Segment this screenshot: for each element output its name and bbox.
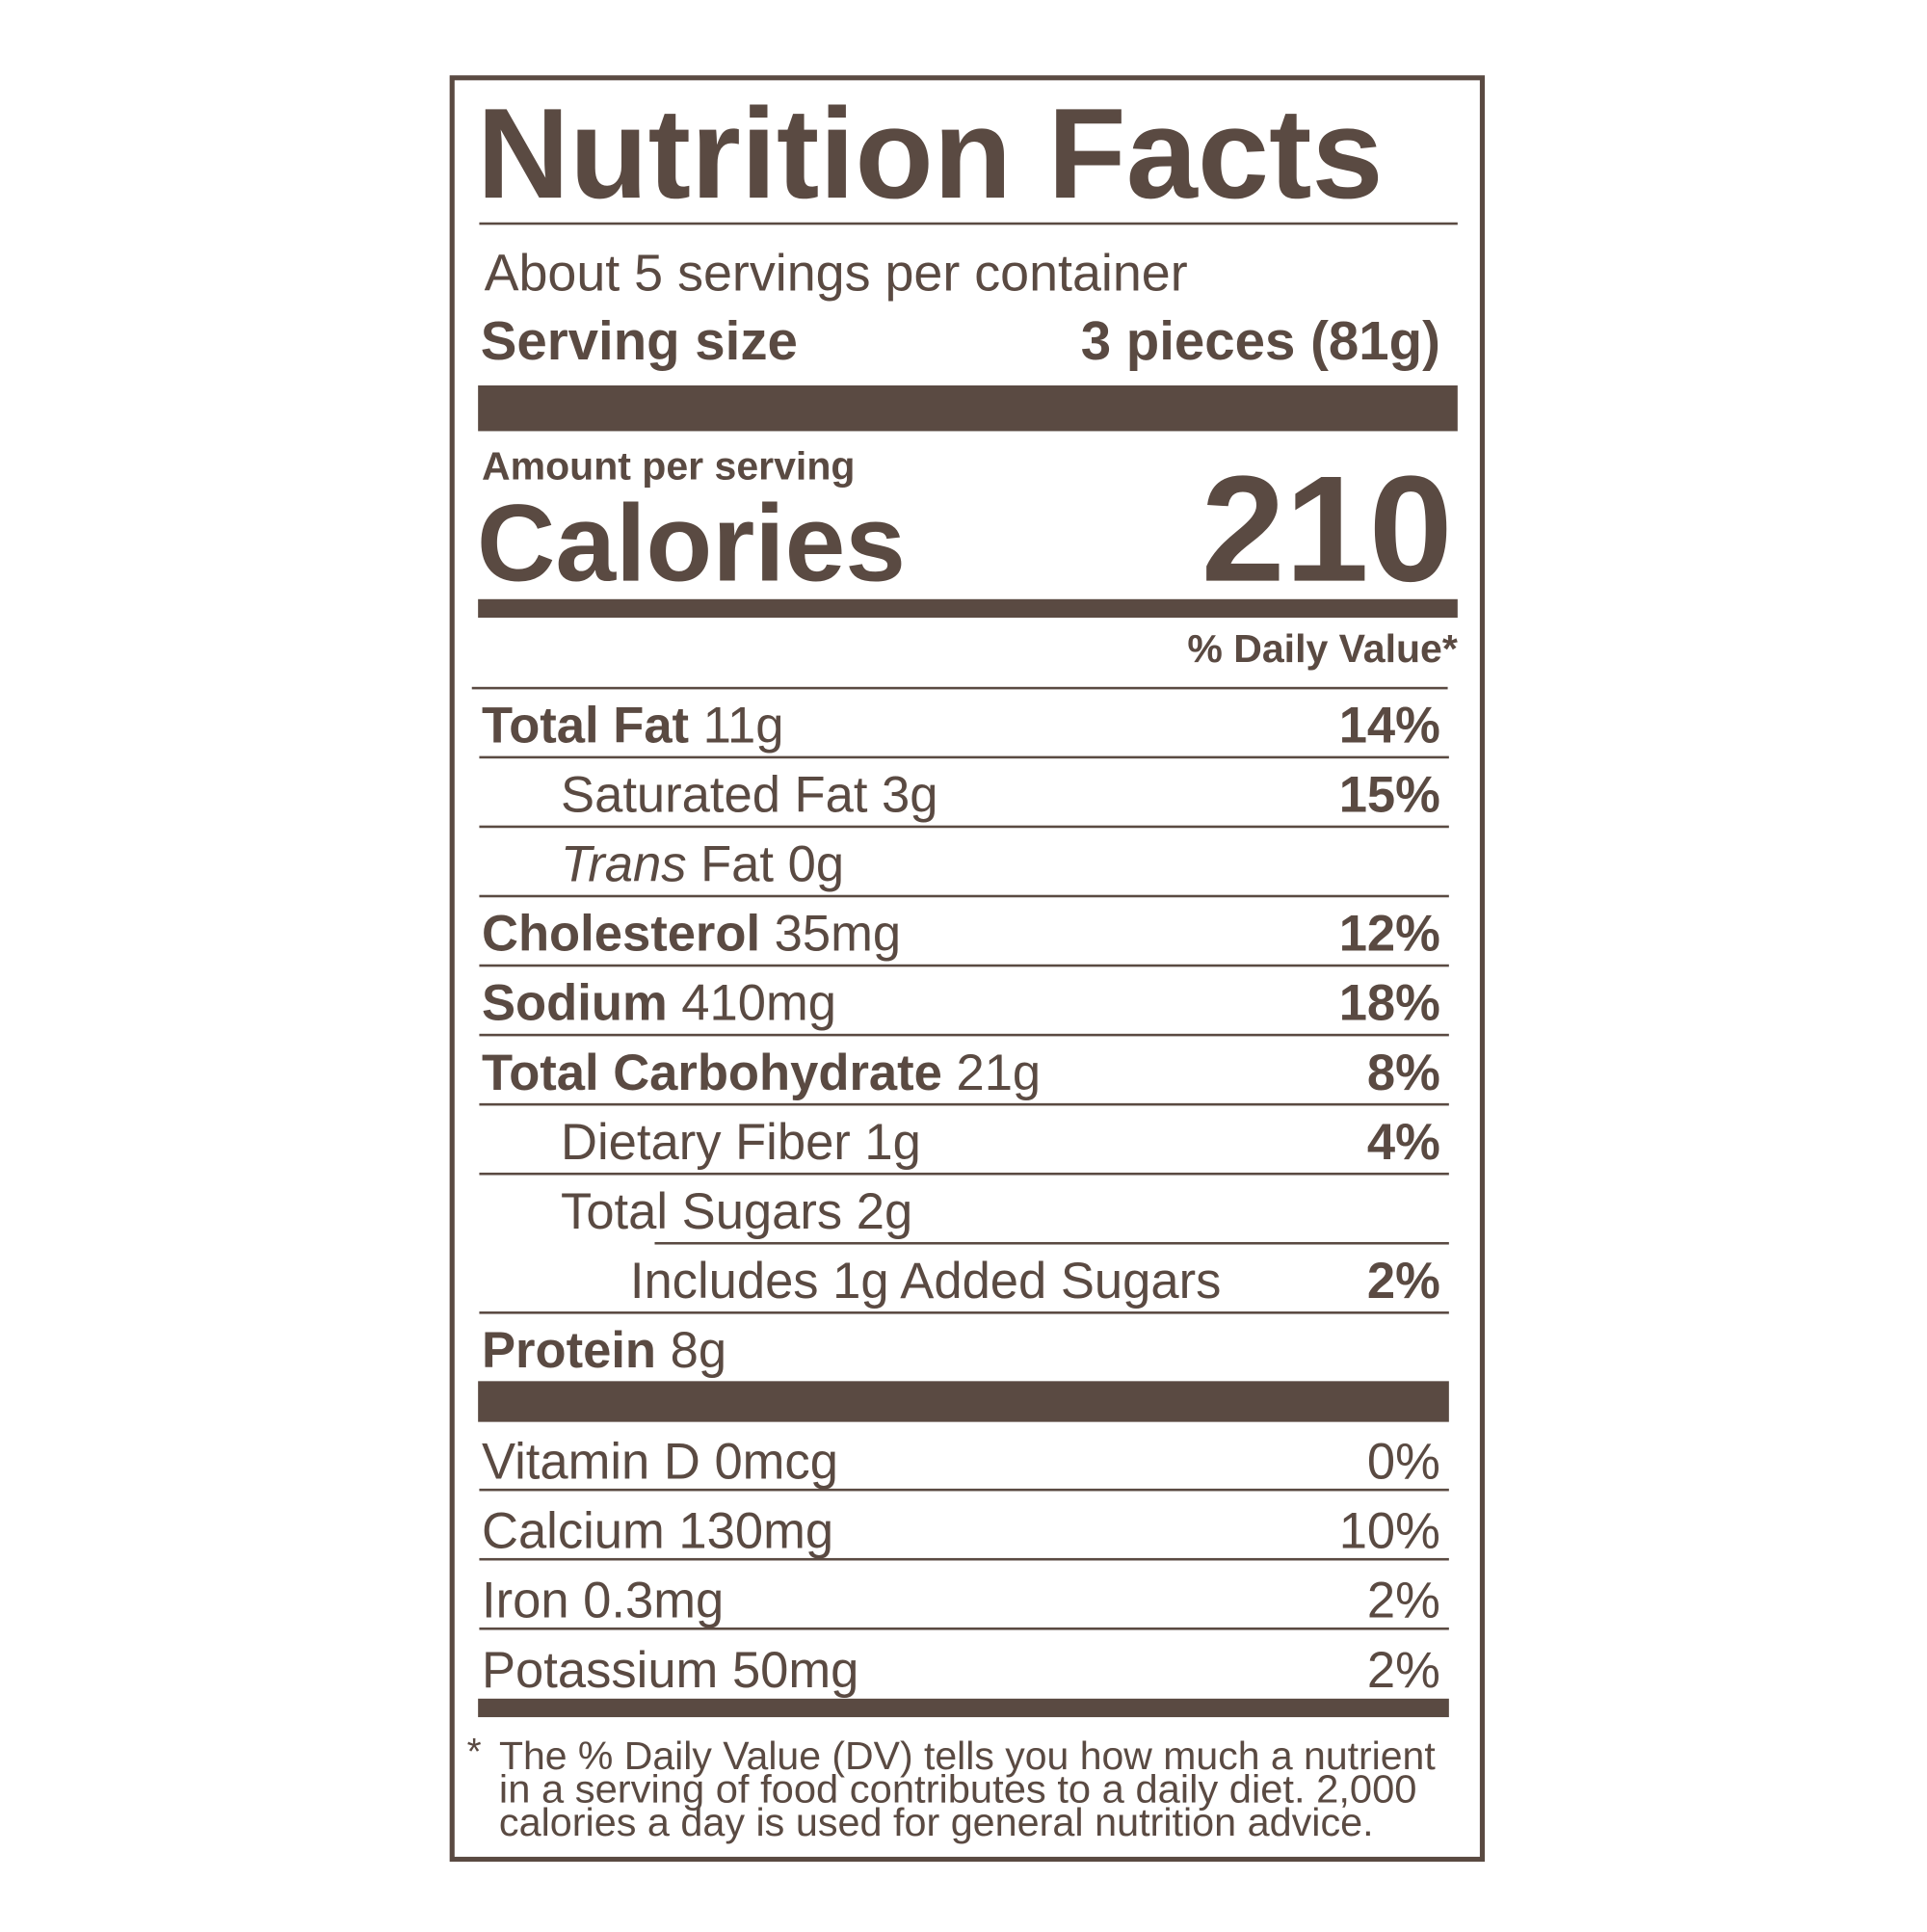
nutrient-name: Dietary Fiber [561,1114,851,1171]
thick-bar [478,385,1458,432]
servings-per-container: About 5 servings per container [485,244,1188,302]
nutrient-amount: 21g [956,1045,1041,1101]
medium-bar [478,598,1458,619]
vitamin-dv: 10% [1339,1503,1440,1560]
rule [479,222,1458,225]
nutrient-amount: 35mg [775,906,901,963]
nutrient-name: Sodium [482,975,668,1032]
nutrient-row-text: Dietary Fiber 1g [561,1114,921,1171]
nutrient-row-text: Sodium 410mg [482,975,836,1032]
thick-bar [478,1381,1449,1422]
footnote-line: in a serving of food contributes to a da… [499,1767,1417,1812]
nutrient-row-text: Includes 1g Added Sugars [630,1253,1221,1310]
rule [479,894,1449,898]
nutrient-amount: 1g [864,1114,920,1171]
vitamin-name: Potassium [482,1642,718,1699]
nutrient-name: Total Carbohydrate [482,1045,942,1101]
nutrient-amount: 3g [882,767,937,824]
vitamin-name: Calcium [482,1503,665,1560]
nutrient-amount: 2g [857,1183,912,1240]
nutrient-name: Total Fat [482,698,689,754]
nutrient-row-text: Total Sugars 2g [561,1183,912,1240]
vitamin-row-text: Potassium 50mg [482,1642,858,1699]
rule [479,1311,1449,1314]
nutrient-dv: 12% [1339,906,1440,963]
vitamin-row-text: Calcium 130mg [482,1503,833,1560]
nutrient-row-text: Total Carbohydrate 21g [482,1045,1041,1101]
nutrient-dv: 4% [1367,1114,1440,1171]
calories-label: Calories [477,483,906,604]
vitamin-row-text: Vitamin D 0mcg [482,1434,838,1491]
rule [479,1557,1449,1561]
nutrient-name: Cholesterol [482,906,760,963]
nutrient-name: Protein [482,1322,656,1379]
footnote-line: calories a day is used for general nutri… [499,1800,1374,1844]
rule [479,755,1449,759]
serving-size-value: 3 pieces (81g) [1081,310,1440,371]
nutrient-amount: 410mg [681,975,836,1032]
nutrient-dv: 8% [1367,1045,1440,1101]
nutrient-amount: 0g [788,836,844,893]
nutrient-amount: 8g [671,1322,726,1379]
nutrient-row-text: Trans Fat 0g [561,836,844,893]
nutrient-name: Includes 1g Added Sugars [630,1253,1221,1310]
footnote-marker: * [467,1732,482,1773]
serving-size-label: Serving size [481,310,798,371]
vitamin-amount: 50mg [732,1642,858,1699]
footnote-line: The % Daily Value (DV) tells you how muc… [499,1734,1436,1778]
nutrient-row-text: Total Fat 11g [482,698,783,754]
nutrient-amount: 11g [703,698,784,754]
rule [479,964,1449,967]
rule [479,1627,1449,1630]
vitamin-dv: 2% [1367,1573,1440,1629]
rule [654,1241,1449,1245]
rule [479,825,1449,829]
vitamin-amount: 0mcg [714,1434,837,1491]
nutrient-dv: 15% [1339,767,1440,824]
vitamin-name: Vitamin D [482,1434,700,1491]
amount-per-serving: Amount per serving [482,443,855,488]
vitamin-row-text: Iron 0.3mg [482,1573,724,1629]
title: Nutrition Facts [477,82,1384,225]
daily-value-header: % Daily Value* [1187,626,1457,671]
rule [471,686,1448,690]
nutrient-row-text: Protein 8g [482,1322,726,1379]
rule [479,1488,1449,1492]
nutrient-name-italic: Trans [561,836,686,893]
vitamin-name: Iron [482,1573,569,1629]
vitamin-amount: 0.3mg [583,1573,724,1629]
medium-bar [478,1698,1449,1718]
vitamin-amount: 130mg [678,1503,833,1560]
nutrient-dv: 14% [1339,698,1440,754]
nutrient-name: Fat [700,836,774,893]
nutrient-dv: 2% [1367,1253,1440,1310]
rule [479,1102,1449,1106]
vitamin-dv: 2% [1367,1642,1440,1699]
nutrient-dv: 18% [1339,975,1440,1032]
vitamin-dv: 0% [1367,1434,1440,1491]
label-border [449,75,1486,1863]
nutrient-row-text: Cholesterol 35mg [482,906,901,963]
rule [479,1172,1449,1176]
nutrient-name: Total Sugars [561,1183,842,1240]
nutrient-name: Saturated Fat [561,767,868,824]
rule [479,1033,1449,1037]
calories-value: 210 [1201,445,1453,614]
nutrient-row-text: Saturated Fat 3g [561,767,937,824]
